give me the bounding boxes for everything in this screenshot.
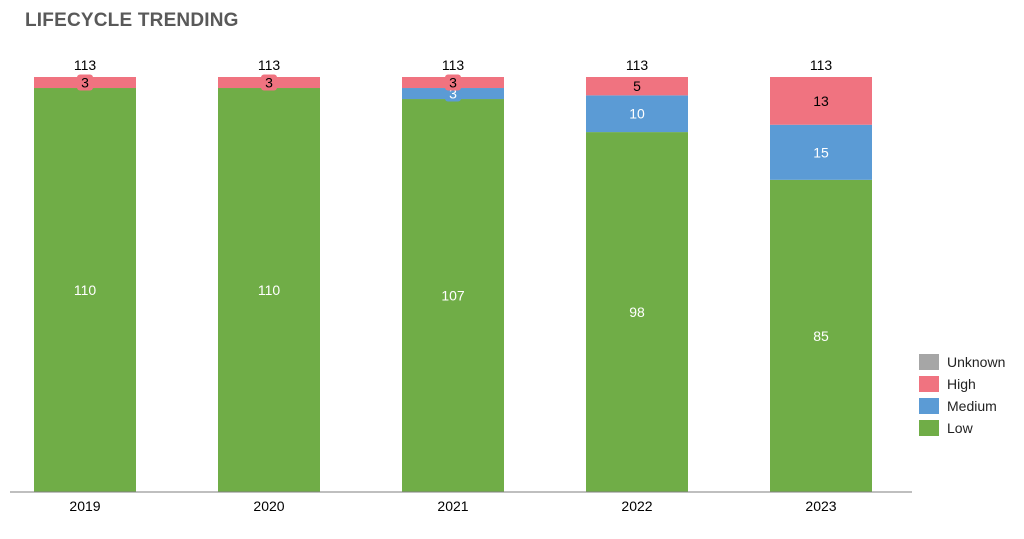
x-tick-label-2020: 2020 — [253, 498, 284, 514]
legend-item-medium: Medium — [919, 395, 1005, 417]
legend-label-medium: Medium — [947, 398, 997, 414]
data-label-medium-2023: 15 — [813, 144, 829, 160]
bar-low-2023 — [770, 179, 872, 493]
x-tick-label-2021: 2021 — [437, 498, 468, 514]
data-label-high-2022: 5 — [633, 78, 641, 94]
data-label-high-2019: 3 — [81, 75, 89, 91]
data-label-low-2023: 85 — [813, 328, 829, 344]
x-tick-label-2019: 2019 — [69, 498, 100, 514]
chart-title: LIFECYCLE TRENDING — [25, 10, 239, 31]
data-label-high-2021: 3 — [449, 75, 457, 91]
total-label-2021: 113 — [442, 57, 465, 73]
legend-item-unknown: Unknown — [919, 351, 1005, 373]
legend-swatch-low — [919, 420, 939, 436]
legend-swatch-high — [919, 376, 939, 392]
total-label-2023: 113 — [810, 57, 833, 73]
bar-medium-2022 — [586, 95, 688, 133]
bar-low-2019 — [34, 88, 136, 492]
x-tick-label-2022: 2022 — [621, 498, 652, 514]
bar-high-2023 — [770, 77, 872, 125]
bar-high-2022 — [586, 77, 688, 96]
bar-low-2020 — [218, 88, 320, 492]
data-label-badge-high-2020 — [261, 74, 277, 91]
data-label-high-2020: 3 — [265, 75, 273, 91]
legend-item-low: Low — [919, 417, 1005, 439]
data-label-low-2022: 98 — [629, 304, 645, 320]
chart-legend: Unknown High Medium Low — [919, 351, 1005, 439]
data-label-badge-high-2021 — [445, 74, 461, 91]
legend-swatch-medium — [919, 398, 939, 414]
total-label-2022: 113 — [626, 57, 649, 73]
data-label-high-2023: 13 — [813, 93, 829, 109]
total-label-2019: 113 — [74, 57, 97, 73]
bar-medium-2023 — [770, 124, 872, 180]
data-label-low-2021: 107 — [441, 288, 465, 304]
x-tick-label-2023: 2023 — [805, 498, 836, 514]
legend-label-high: High — [947, 376, 976, 392]
bar-low-2021 — [402, 99, 504, 492]
bar-low-2022 — [586, 132, 688, 492]
data-label-low-2020: 110 — [258, 282, 281, 298]
data-label-medium-2021: 3 — [449, 86, 457, 102]
legend-label-low: Low — [947, 420, 973, 436]
data-label-low-2019: 110 — [74, 282, 97, 298]
data-label-badge-high-2019 — [77, 74, 93, 91]
total-label-2020: 113 — [258, 57, 281, 73]
legend-label-unknown: Unknown — [947, 354, 1006, 370]
data-label-medium-2022: 10 — [629, 106, 645, 122]
legend-item-high: High — [919, 373, 1005, 395]
legend-swatch-unknown — [919, 354, 939, 370]
